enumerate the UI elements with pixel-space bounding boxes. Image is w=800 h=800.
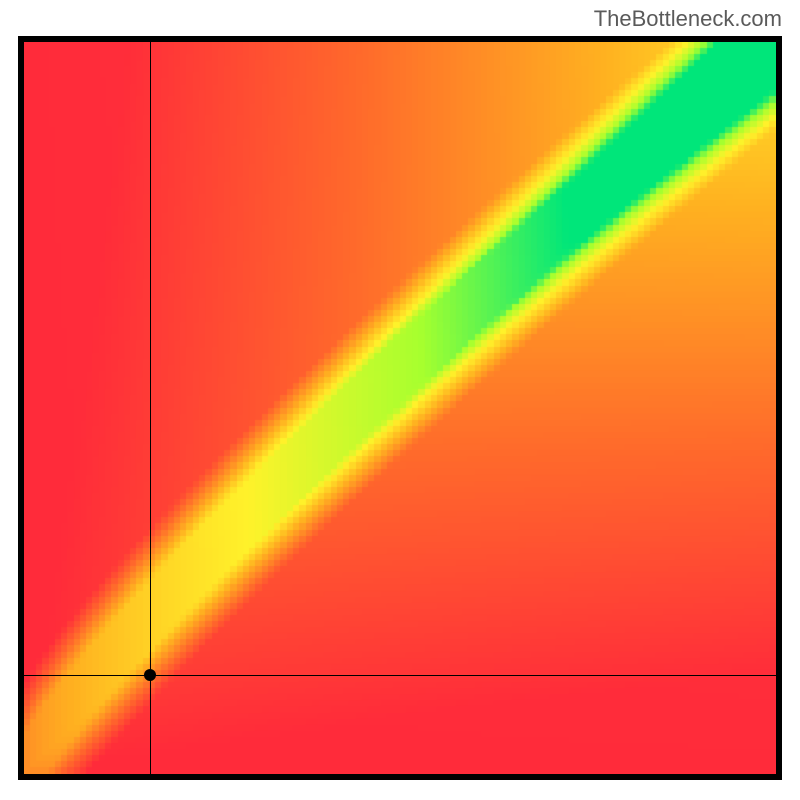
- chart-container: TheBottleneck.com: [0, 0, 800, 800]
- chart-inner: [24, 42, 776, 774]
- data-point-marker: [144, 669, 156, 681]
- crosshair-horizontal: [24, 675, 776, 676]
- chart-frame: [18, 36, 782, 780]
- heatmap-canvas: [24, 42, 776, 774]
- attribution-label: TheBottleneck.com: [594, 6, 782, 32]
- crosshair-vertical: [150, 42, 151, 774]
